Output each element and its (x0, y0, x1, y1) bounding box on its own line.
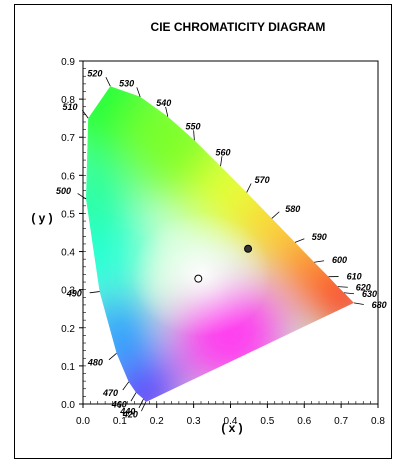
wavelength-label: 530 (119, 79, 134, 89)
y-tick-label: 0.5 (61, 209, 75, 220)
wavelength-label: 580 (285, 204, 300, 214)
x-tick-label: 0.6 (297, 416, 311, 427)
wavelength-label: 630 (362, 289, 377, 299)
y-tick-label: 0.3 (61, 286, 75, 297)
wavelength-leader (337, 286, 348, 288)
wavelength-label: 540 (156, 98, 171, 108)
x-tick-label: 0.3 (187, 416, 201, 427)
wavelength-leader (193, 130, 195, 141)
wavelength-leader (89, 291, 100, 294)
chromaticity-fill (86, 86, 354, 403)
x-tick-label: 0.5 (260, 416, 274, 427)
wavelength-leader (138, 398, 144, 409)
wavelength-leader (220, 156, 223, 167)
wavelength-label: 610 (347, 272, 362, 282)
y-tick-label: 0.1 (61, 362, 75, 373)
y-axis-label: ( y ) (31, 211, 52, 225)
x-tick-label: 0.7 (334, 416, 348, 427)
wavelength-label: 460 (111, 400, 127, 410)
x-tick-label: 0.8 (371, 416, 385, 427)
x-tick-label: 0.2 (150, 416, 164, 427)
y-tick-label: 0.7 (61, 133, 75, 144)
chromaticity-point (194, 274, 203, 283)
wavelength-leader (130, 392, 137, 402)
wavelength-leader (141, 401, 147, 412)
y-tick-label: 0.4 (61, 248, 75, 259)
wavelength-leader (136, 87, 141, 97)
y-tick-label: 0.2 (61, 324, 75, 335)
y-tick-label: 0.9 (61, 57, 75, 68)
wavelength-label: 440 (119, 407, 135, 417)
wavelength-label: 570 (255, 175, 270, 185)
chart-title: CIE CHROMATICITY DIAGRAM (151, 20, 326, 34)
wavelength-label: 620 (356, 282, 371, 292)
wavelength-leader (108, 353, 117, 361)
wavelength-label: 500 (56, 186, 71, 196)
wavelength-leader (271, 211, 280, 219)
wavelength-label: 420 (122, 410, 138, 420)
wavelength-label: 470 (102, 388, 118, 398)
wavelength-label: 560 (216, 147, 231, 157)
x-tick-label: 0.4 (224, 416, 238, 427)
wavelength-leader (314, 260, 325, 263)
wavelength-label: 680 (372, 300, 387, 310)
wavelength-leader (165, 106, 169, 117)
wavelength-label: 510 (63, 102, 78, 112)
wavelength-label: 590 (312, 232, 327, 242)
chromaticity-point (244, 244, 253, 253)
wavelength-leader (77, 193, 87, 200)
y-tick-label: 0.8 (61, 95, 75, 106)
x-axis-label: ( x ) (221, 421, 242, 435)
wavelength-leader (344, 292, 355, 295)
wavelength-leader (105, 77, 111, 87)
wavelength-label: 520 (87, 69, 102, 79)
wavelength-label: 480 (87, 357, 103, 367)
wavelength-leader (246, 183, 252, 193)
wavelength-label: 600 (332, 255, 347, 265)
wavelength-leader (81, 109, 89, 119)
y-tick-label: 0.6 (61, 171, 75, 182)
wavelength-leader (353, 302, 364, 305)
x-tick-label: 0.1 (113, 416, 127, 427)
wavelength-leader (294, 238, 305, 243)
plot-area: 0.0 0.1 0.2 0.3 0.4 0.5 0.6 0.7 0.8 0.0 0.1 0.2 0.3 0… (56, 57, 387, 427)
wavelength-leader (122, 381, 130, 391)
y-tick-label: 0.0 (61, 400, 75, 411)
wavelength-label: 550 (186, 121, 201, 131)
x-tick-label: 0.0 (76, 416, 90, 427)
wavelength-label: 490 (66, 288, 82, 298)
